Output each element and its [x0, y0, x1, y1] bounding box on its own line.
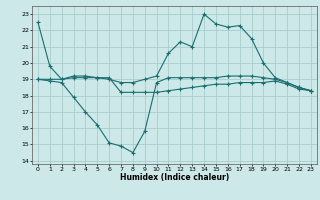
X-axis label: Humidex (Indice chaleur): Humidex (Indice chaleur): [120, 173, 229, 182]
